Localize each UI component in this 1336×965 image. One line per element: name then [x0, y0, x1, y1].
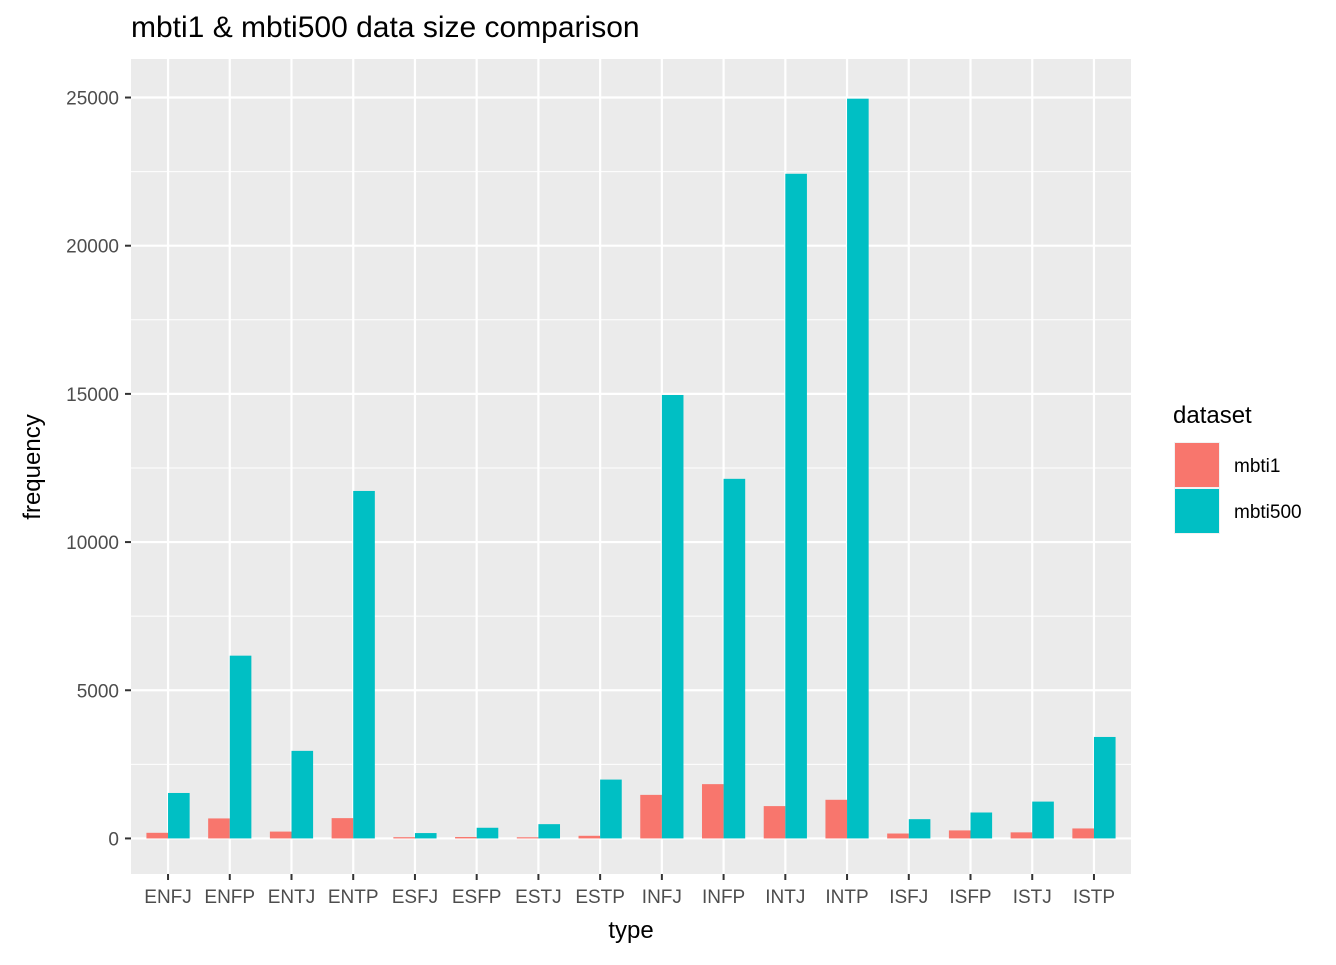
- x-tick-label: ESFP: [452, 887, 502, 908]
- bar-mbti500-ENFJ: [168, 792, 190, 839]
- bar-mbti1-ISFP: [948, 830, 971, 839]
- bar-mbti500-ENTJ: [291, 750, 314, 839]
- bar-mbti1-ISTJ: [1010, 832, 1033, 839]
- bar-mbti500-INFP: [723, 478, 746, 839]
- y-axis: 0 5000 10000 15000 20000 25000: [66, 89, 131, 850]
- legend-title: dataset: [1173, 402, 1252, 429]
- chart-title: mbti1 & mbti500 data size comparison: [131, 11, 640, 44]
- bar-mbti1-INFJ: [640, 794, 662, 839]
- x-tick-label: ESFJ: [392, 887, 438, 908]
- bar-mbti1-ESTJ: [516, 837, 539, 839]
- bar-mbti1-ISFJ: [887, 833, 909, 839]
- bars: [146, 98, 1116, 839]
- bar-mbti1-INTP: [825, 799, 848, 839]
- bar-mbti1-ENTP: [331, 818, 354, 839]
- x-tick-label: ISFJ: [889, 887, 928, 908]
- bar-mbti500-INFJ: [661, 394, 684, 839]
- bar-mbti1-ENFJ: [146, 832, 169, 839]
- x-axis-label: type: [608, 917, 653, 944]
- y-tick-label: 5000: [77, 681, 119, 702]
- y-tick-label: 25000: [66, 89, 119, 110]
- legend: dataset mbti1 mbti500: [1173, 402, 1302, 534]
- bar-mbti1-ENTJ: [269, 831, 292, 839]
- x-tick-label: ENTP: [328, 887, 379, 908]
- bar-mbti500-ESTJ: [538, 824, 561, 839]
- x-tick-label: ESTJ: [515, 887, 561, 908]
- y-axis-label: frequency: [19, 414, 46, 519]
- y-tick-label: 20000: [66, 237, 119, 258]
- legend-label-mbti1: mbti1: [1234, 456, 1280, 477]
- legend-key-mbti500: [1175, 489, 1219, 533]
- legend-label-mbti500: mbti500: [1234, 502, 1302, 523]
- x-tick-label: ENFJ: [144, 887, 192, 908]
- x-tick-label: ISFP: [949, 887, 991, 908]
- bar-mbti1-ESFP: [455, 837, 477, 839]
- bar-mbti1-INFP: [701, 784, 724, 839]
- y-tick-label: 0: [108, 829, 119, 850]
- x-tick-label: INTJ: [765, 887, 805, 908]
- x-tick-label: INFP: [702, 887, 745, 908]
- x-tick-label: INFJ: [642, 887, 682, 908]
- x-tick-label: ISTP: [1073, 887, 1115, 908]
- x-tick-label: ISTJ: [1013, 887, 1052, 908]
- bar-mbti500-ESFP: [476, 827, 499, 839]
- bar-mbti1-ESFJ: [393, 837, 415, 839]
- x-axis: ENFJ ENFP ENTJ ENTP ESFJ ESFP ESTJ ESTP INFJ INFP…: [144, 874, 1115, 908]
- x-tick-label: ENTJ: [268, 887, 316, 908]
- minor-gridlines: [131, 171, 1131, 765]
- legend-items: mbti1 mbti500: [1174, 442, 1302, 534]
- legend-key-mbti1: [1175, 443, 1219, 487]
- y-tick-label: 15000: [66, 385, 119, 406]
- y-tick-label: 10000: [66, 533, 119, 554]
- bar-mbti1-ISTP: [1072, 828, 1094, 839]
- plot-panel: [131, 59, 1131, 874]
- x-tick-label: ESTP: [575, 887, 625, 908]
- bar-mbti500-ESTP: [600, 779, 622, 839]
- bar-mbti500-ENFP: [229, 655, 252, 839]
- bar-mbti1-ESTP: [578, 835, 601, 839]
- bar-mbti500-INTJ: [785, 173, 807, 839]
- bar-mbti500-ISTJ: [1032, 801, 1054, 839]
- bar-mbti500-INTP: [847, 98, 869, 839]
- bar-mbti500-ESFJ: [414, 833, 437, 839]
- bar-mbti1-INTJ: [763, 806, 786, 839]
- bar-mbti500-ISTP: [1093, 736, 1116, 839]
- bar-mbti500-ENTP: [353, 490, 375, 839]
- x-tick-label: INTP: [825, 887, 868, 908]
- bar-mbti1-ENFP: [208, 818, 230, 839]
- x-tick-label: ENFP: [204, 887, 255, 908]
- bar-mbti500-ISFJ: [908, 819, 931, 839]
- bar-mbti500-ISFP: [970, 812, 993, 839]
